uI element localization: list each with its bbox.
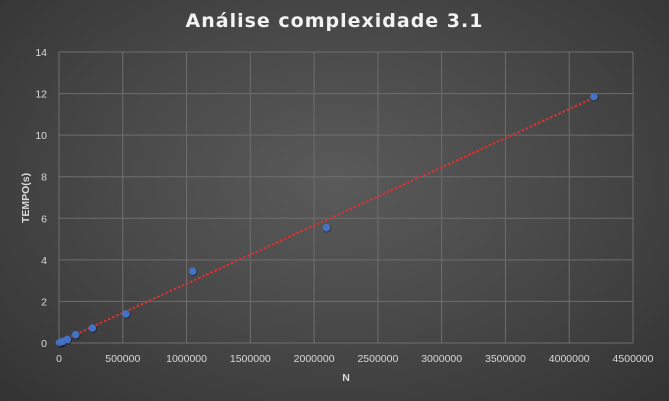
data-point (88, 324, 97, 332)
y-tick-label: 0 (41, 338, 47, 350)
y-axis-title: TEMPO(s) (20, 173, 32, 223)
y-tick-label: 10 (35, 130, 47, 142)
y-tick-label: 6 (41, 213, 47, 225)
data-point (71, 330, 80, 339)
data-point (122, 310, 130, 318)
trendline-layer (58, 96, 595, 343)
x-tick-label: 2000000 (294, 353, 335, 365)
x-tick-label: 500000 (105, 353, 140, 365)
x-tick-label: 1000000 (166, 353, 207, 365)
y-tick-label: 8 (41, 172, 47, 184)
chart-title: Análise complexidade 3.1 (185, 10, 484, 32)
data-point (188, 267, 197, 276)
gridlines (58, 51, 634, 344)
x-tick-label: 0 (56, 353, 62, 365)
x-tick-label: 3500000 (485, 353, 526, 365)
y-tick-label: 4 (41, 255, 47, 267)
data-points (55, 92, 599, 348)
x-tick-label: 4000000 (549, 353, 590, 365)
data-point (63, 335, 72, 344)
data-point (590, 92, 598, 101)
x-tick-label: 1500000 (230, 353, 271, 365)
y-tick-label: 2 (41, 296, 47, 308)
y-tick-label: 12 (35, 89, 47, 101)
y-axis-ticks: 0 2 4 6 8 10 12 14 (35, 47, 47, 350)
x-axis-title: N (342, 372, 350, 384)
x-tick-label: 3000000 (421, 353, 462, 365)
data-point (322, 223, 331, 232)
y-tick-label: 14 (35, 47, 47, 59)
x-tick-label: 4500000 (613, 353, 654, 365)
x-axis-ticks: 0 500000 1000000 1500000 2000000 2500000 30000… (56, 353, 654, 365)
x-tick-label: 2500000 (357, 353, 398, 365)
trendline (58, 96, 595, 343)
